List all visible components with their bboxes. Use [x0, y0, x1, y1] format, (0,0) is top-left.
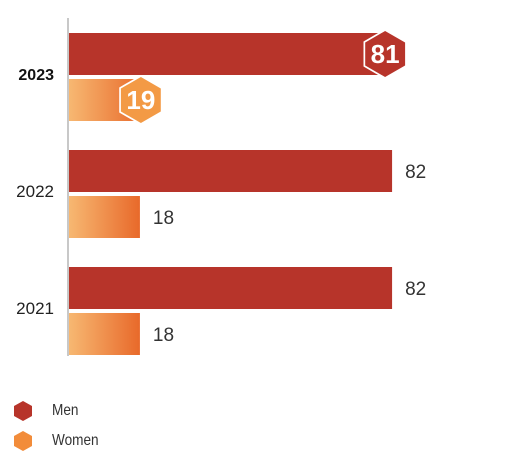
data-label-men-2021: 82 [405, 279, 426, 300]
bar-women-2021 [69, 313, 140, 355]
legend-label-women: Women [52, 432, 99, 449]
category-label-2023: 2023 [18, 67, 54, 84]
data-label-women-2022: 18 [153, 208, 174, 229]
bar-women-2022 [69, 196, 140, 238]
men-hexagon-icon [14, 401, 32, 421]
bar-chart: 2023 81 19 2022 82 18 2021 82 18 [16, 18, 426, 356]
women-hexagon-icon [14, 431, 32, 451]
category-label-2022: 2022 [16, 182, 54, 201]
legend-item-women: Women [14, 426, 107, 456]
value-badge-women-2023 [120, 77, 161, 123]
value-badge-men-2023 [365, 31, 406, 77]
legend-label-men: Men [52, 402, 79, 419]
data-label-women-2023: 19 [126, 85, 155, 115]
bar-men-2023 [69, 33, 389, 75]
category-label-2021: 2021 [16, 299, 54, 318]
chart-legend: Men Women [14, 396, 107, 456]
data-label-men-2023: 81 [371, 39, 400, 69]
data-label-women-2021: 18 [153, 325, 174, 346]
bar-men-2021 [69, 267, 393, 309]
legend-item-men: Men [14, 396, 107, 426]
data-label-men-2022: 82 [405, 162, 426, 183]
bar-men-2022 [69, 150, 393, 192]
